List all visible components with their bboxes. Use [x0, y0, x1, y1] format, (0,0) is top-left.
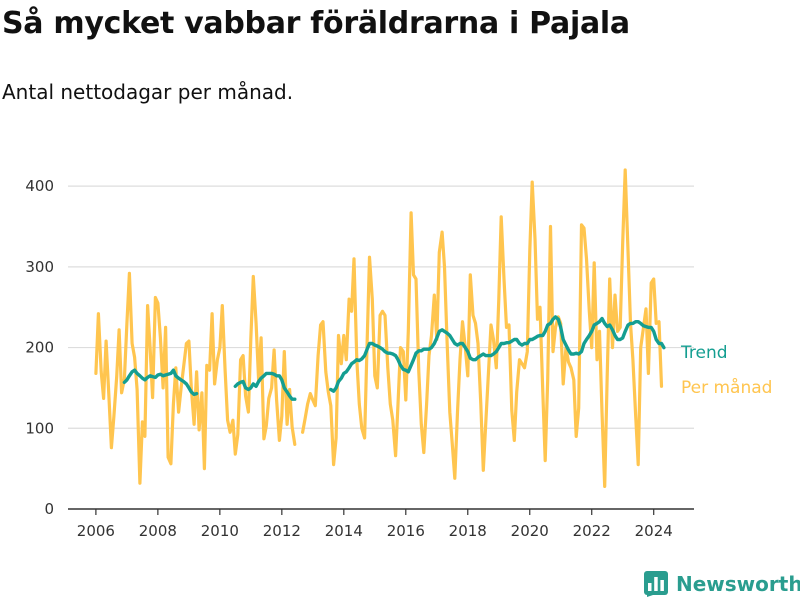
- x-tick-label: 2020: [511, 522, 549, 540]
- x-tick-label: 2016: [387, 522, 425, 540]
- x-tick-label: 2012: [263, 522, 301, 540]
- line-chart: 0 100 200 300 400 2006 2008 2010 2012 2014 2016 201…: [25, 168, 772, 540]
- x-tick-label: 2022: [573, 522, 611, 540]
- chart-subtitle: Antal nettodagar per månad.: [2, 80, 294, 104]
- x-tick-label: 2010: [201, 522, 239, 540]
- legend: Trend Per månad: [680, 343, 772, 398]
- legend-trend: Trend: [680, 343, 728, 363]
- y-tick-label: 300: [25, 258, 54, 276]
- y-tick-label: 400: [25, 177, 54, 195]
- y-tick-label: 100: [25, 419, 54, 437]
- trend-line-segment: [122, 368, 199, 397]
- x-tick-label: 2018: [449, 522, 487, 540]
- newsworthy-logo: Newsworthy: [644, 569, 800, 599]
- y-tick-label: 200: [25, 339, 54, 357]
- per-manad-line-segment: [301, 168, 664, 488]
- chart-title: Så mycket vabbar föräldrarna i Pajala: [2, 6, 630, 41]
- x-tick-label: 2008: [139, 522, 177, 540]
- axes: 0 100 200 300 400 2006 2008 2010 2012 2014 2016 201…: [25, 177, 694, 540]
- series-per-manad: [94, 168, 664, 488]
- x-tick-label: 2024: [635, 522, 673, 540]
- trend-line-segment: [233, 371, 297, 401]
- x-tick-label: 2014: [325, 522, 363, 540]
- brand-name: Newsworthy: [676, 572, 800, 596]
- series-lines: [94, 168, 666, 488]
- x-tick-label: 2006: [77, 522, 115, 540]
- series-trend: [122, 315, 666, 401]
- bar-chart-icon: [644, 571, 668, 597]
- per-manad-line-segment: [94, 271, 297, 485]
- y-tick-label: 0: [44, 500, 54, 518]
- legend-per-manad: Per månad: [681, 377, 772, 398]
- trend-line-segment: [329, 315, 666, 393]
